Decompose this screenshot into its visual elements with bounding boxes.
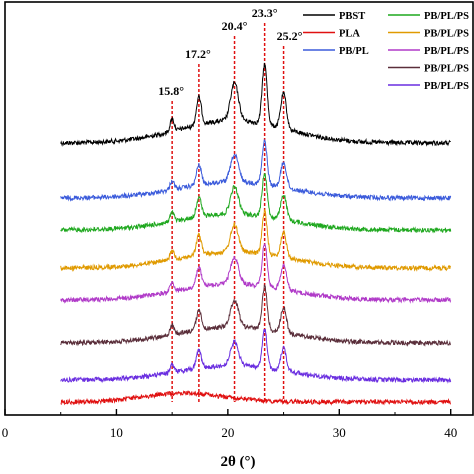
series-line-3 [60, 208, 451, 273]
series-line-0 [60, 62, 451, 147]
plot-frame [4, 1, 474, 416]
legend-label: PB/PL/PS [424, 46, 469, 57]
legend-label: PB/PL [339, 46, 369, 57]
peak-label: 20.4° [222, 19, 248, 33]
series-line-4 [60, 242, 452, 304]
x-axis-title: 2θ (°) [220, 454, 255, 470]
x-tick-label: 40 [444, 425, 457, 440]
series-line-1 [60, 139, 452, 202]
x-tick-label: 20 [221, 425, 234, 440]
x-tick-label: 30 [333, 425, 346, 440]
series-line-2 [60, 173, 452, 234]
axes-layer: 0 10 20 30 40 [2, 1, 474, 440]
legend: PBST PLA PB/PL PB/PL/PS PB/PL/PS PB/PL/PS PB/P… [303, 11, 469, 92]
x-tick-label: 0 [2, 425, 9, 440]
series-line-7 [60, 389, 451, 406]
legend-label: PB/PL/PS [424, 11, 469, 22]
legend-label: PBST [339, 11, 365, 22]
peak-label: 25.2° [277, 29, 303, 43]
legend-label: PB/PL/PS [424, 81, 469, 92]
legend-label: PB/PL/PS [424, 29, 469, 40]
series-line-6 [60, 328, 452, 384]
series-layer [60, 62, 452, 406]
peak-label: 17.2° [185, 47, 211, 61]
peak-marker-lines: 15.8° 17.2° 20.4° 23.3° 25.2° [158, 6, 303, 402]
x-tick-label: 10 [110, 425, 123, 440]
peak-label: 15.8° [158, 84, 184, 98]
legend-label: PLA [339, 29, 360, 40]
legend-label: PB/PL/PS [424, 64, 469, 75]
peak-label: 23.3° [252, 6, 278, 20]
series-line-5 [60, 284, 452, 347]
